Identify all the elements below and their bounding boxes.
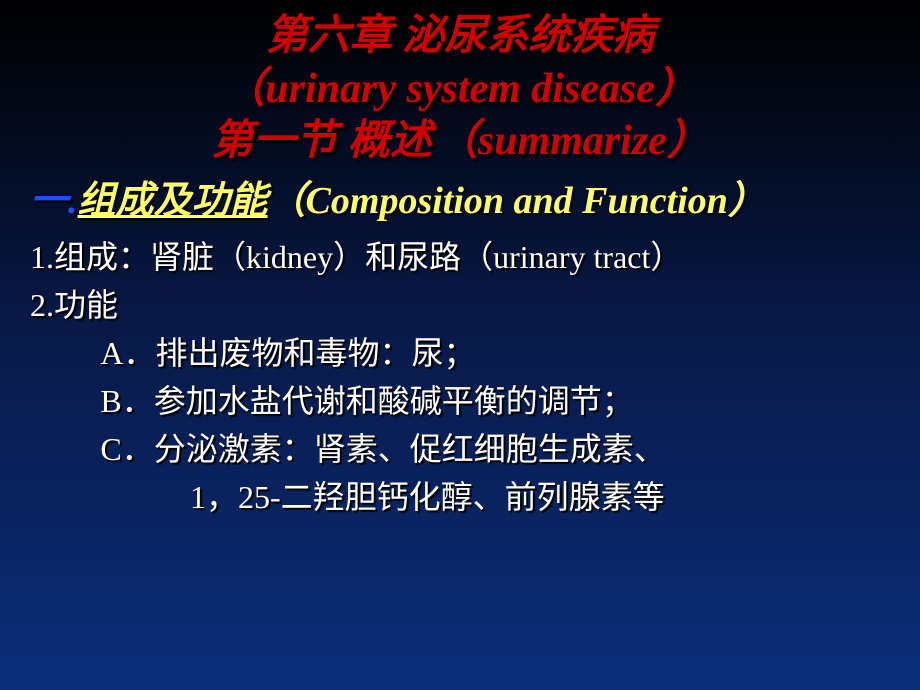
section-title-line: 第一节 概述 （summarize） <box>30 115 890 168</box>
subsection-prefix: 一. <box>30 180 78 222</box>
paren-close: ） <box>655 66 697 112</box>
section-title-cn: 第一节 概述 <box>211 118 432 164</box>
paren-open-2: （ <box>436 118 478 164</box>
p1a: 1.组成：肾脏（ <box>30 239 246 275</box>
paren-open-3: （ <box>268 180 306 222</box>
line-function-c: C．分泌激素：肾素、促红细胞生成素、 <box>30 425 890 473</box>
subsection-heading: 一.组成及功能（Composition and Function） <box>30 176 890 227</box>
p1c: ）和尿路（ <box>333 239 493 275</box>
chapter-title-en: urinary system disease <box>265 66 655 112</box>
p1e: ） <box>650 239 682 275</box>
paren-close-3: ） <box>728 180 766 222</box>
subsection-cn: 组成及功能 <box>78 180 268 222</box>
subsection-en: Composition and Function <box>306 180 728 222</box>
p1d: urinary tract <box>493 239 650 275</box>
line-composition: 1.组成：肾脏（kidney）和尿路（urinary tract） <box>30 233 890 281</box>
line-function-head: 2.功能 <box>30 281 890 329</box>
p1b: kidney <box>246 239 333 275</box>
chapter-title-en-line: （urinary system disease） <box>30 63 890 116</box>
section-title-en: summarize <box>478 118 667 164</box>
line-function-c2: 1，25-二羟胆钙化醇、前列腺素等 <box>30 473 890 521</box>
paren-open: （ <box>223 66 265 112</box>
title-block: 第六章 泌尿系统疾病 （urinary system disease） 第一节 … <box>30 10 890 168</box>
line-function-b: B．参加水盐代谢和酸碱平衡的调节； <box>30 377 890 425</box>
body-text: 1.组成：肾脏（kidney）和尿路（urinary tract） 2.功能 A… <box>30 233 890 521</box>
chapter-title-cn: 第六章 泌尿系统疾病 <box>30 10 890 63</box>
paren-close-2: ） <box>667 118 709 164</box>
slide-container: 第六章 泌尿系统疾病 （urinary system disease） 第一节 … <box>0 0 920 690</box>
line-function-a: A．排出废物和毒物：尿； <box>30 329 890 377</box>
